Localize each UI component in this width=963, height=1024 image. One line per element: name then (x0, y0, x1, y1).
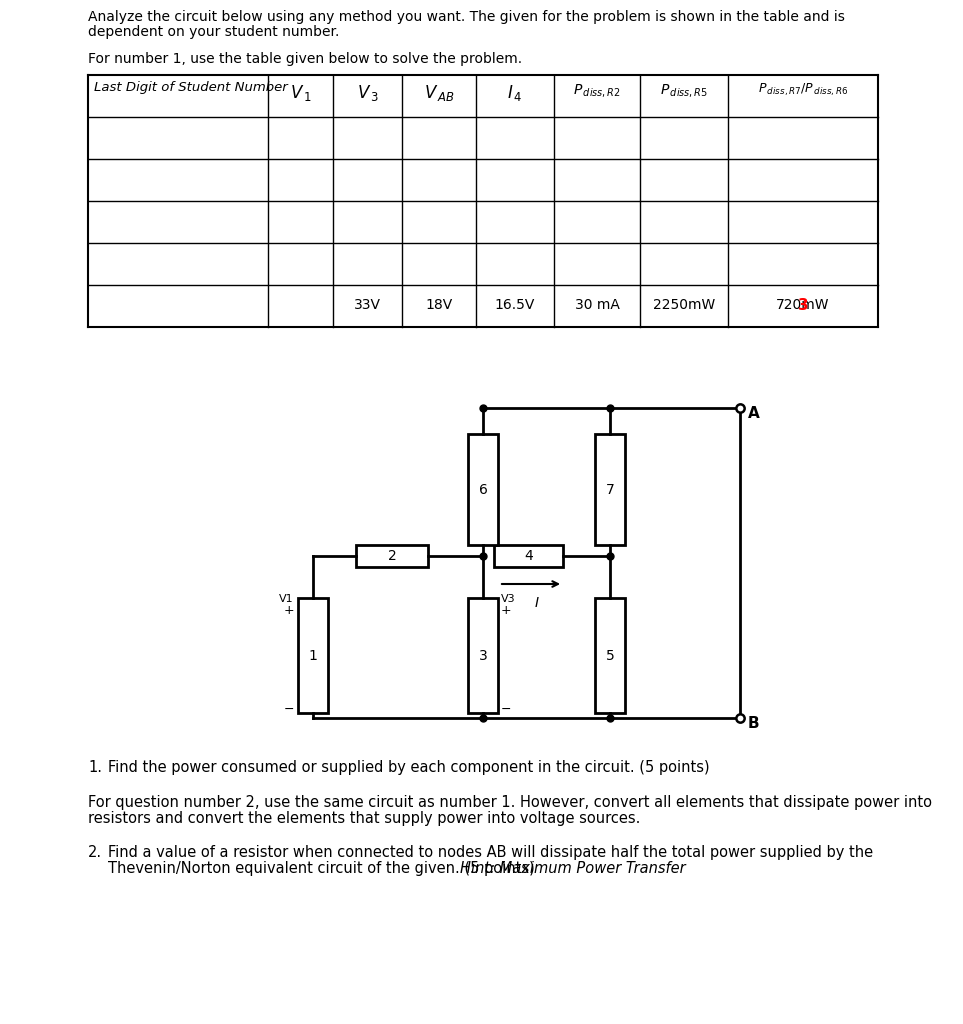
Text: For question number 2, use the same circuit as number 1. However, convert all el: For question number 2, use the same circ… (88, 795, 932, 810)
Text: Find a value of a resistor when connected to nodes AB will dissipate half the to: Find a value of a resistor when connecte… (108, 845, 873, 860)
Text: 720mW: 720mW (776, 298, 830, 312)
Text: 2: 2 (388, 549, 397, 563)
Bar (468, 598, 498, 713)
Text: $P_{\,\mathit{diss,R5}}$: $P_{\,\mathit{diss,R5}}$ (660, 82, 708, 99)
Text: 1.: 1. (88, 760, 102, 775)
Text: Find the power consumed or supplied by each component in the circuit. (5 points): Find the power consumed or supplied by e… (108, 760, 710, 775)
Bar (468, 434, 498, 545)
Text: resistors and convert the elements that supply power into voltage sources.: resistors and convert the elements that … (88, 811, 640, 826)
Text: V1: V1 (279, 594, 294, 604)
Text: 18V: 18V (426, 298, 453, 312)
Text: 6: 6 (479, 482, 487, 497)
Text: $I_{\,4}$: $I_{\,4}$ (508, 83, 523, 103)
Text: +: + (283, 604, 294, 617)
Text: B: B (748, 716, 760, 731)
Text: V3: V3 (501, 594, 515, 604)
Bar (356, 545, 428, 567)
Text: $V_{\,3}$: $V_{\,3}$ (356, 83, 378, 103)
Text: Analyze the circuit below using any method you want. The given for the problem i: Analyze the circuit below using any meth… (88, 10, 845, 24)
Text: −: − (501, 703, 511, 716)
Text: For number 1, use the table given below to solve the problem.: For number 1, use the table given below … (88, 52, 522, 66)
Text: 7: 7 (606, 482, 614, 497)
Text: $V_{\,1}$: $V_{\,1}$ (290, 83, 311, 103)
Text: Last Digit of Student Number: Last Digit of Student Number (94, 81, 288, 94)
Bar (494, 545, 563, 567)
Text: 4: 4 (524, 549, 533, 563)
Text: 30 mA: 30 mA (575, 298, 619, 312)
Text: $P_{\,\mathit{diss,R2}}$: $P_{\,\mathit{diss,R2}}$ (573, 82, 621, 99)
Bar (595, 598, 625, 713)
Text: 3: 3 (479, 648, 487, 663)
Text: $V_{\,AB}$: $V_{\,AB}$ (424, 83, 455, 103)
Bar (298, 598, 328, 713)
Text: A: A (748, 406, 760, 421)
Text: 2.: 2. (88, 845, 102, 860)
Bar (595, 434, 625, 545)
Text: 16.5V: 16.5V (495, 298, 535, 312)
Text: 33V: 33V (354, 298, 381, 312)
Text: 2250mW: 2250mW (653, 298, 716, 312)
Text: 3: 3 (797, 298, 808, 313)
Text: +: + (501, 604, 511, 617)
Text: 1: 1 (308, 648, 318, 663)
Text: 5: 5 (606, 648, 614, 663)
Text: dependent on your student number.: dependent on your student number. (88, 25, 339, 39)
Text: −: − (283, 703, 294, 716)
Text: I: I (534, 596, 538, 610)
Text: Thevenin/Norton equivalent circuit of the given. (5 points): Thevenin/Norton equivalent circuit of th… (108, 861, 539, 876)
Text: $P_{\,\mathit{diss,R7}}/P_{\,\mathit{diss,R6}}$: $P_{\,\mathit{diss,R7}}/P_{\,\mathit{dis… (758, 82, 848, 98)
Text: Hint: Maximum Power Transfer: Hint: Maximum Power Transfer (460, 861, 686, 876)
